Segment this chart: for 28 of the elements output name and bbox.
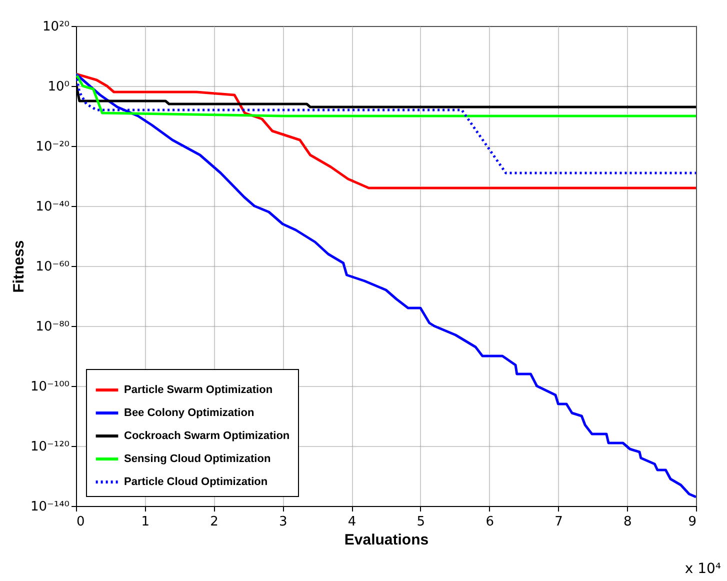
x-tick-label: 8 (623, 514, 632, 530)
x-tick-label: 1 (141, 514, 150, 530)
x-tick-label: 9 (688, 514, 696, 530)
legend-label: Cockroach Swarm Optimization (124, 430, 290, 442)
x-tick-label: 3 (279, 514, 288, 530)
y-tick-label: 10⁻²⁰ (36, 140, 70, 154)
y-tick-label: 10⁰ (48, 80, 70, 94)
x-tick-label: 2 (210, 514, 218, 530)
legend-label: Particle Swarm Optimization (124, 384, 273, 396)
y-tick-label: 10⁻¹⁴⁰ (30, 500, 70, 514)
text: x 10⁴ (684, 561, 721, 577)
y-tick-label: 10⁻¹⁰⁰ (30, 380, 70, 394)
legend-label: Sensing Cloud Optimization (124, 453, 271, 465)
x-tick-label: 4 (348, 514, 356, 530)
y-tick-label: 10⁻⁴⁰ (36, 200, 70, 214)
x-tick-label: 6 (486, 514, 494, 530)
x-tick-label: 7 (554, 514, 563, 530)
y-tick-label: 10⁻⁸⁰ (36, 320, 70, 334)
legend-label: Bee Colony Optimization (124, 407, 254, 419)
line-series (76, 72, 696, 118)
y-tick-label: 10²⁰ (42, 20, 70, 34)
y-tick-label: 10⁻⁶⁰ (36, 260, 70, 274)
legend-label: Particle Cloud Optimization (124, 476, 268, 488)
x-tick-label: 0 (76, 514, 85, 530)
y-tick-label: 10⁻¹²⁰ (30, 440, 70, 454)
y-axis-title: Fitness (10, 240, 28, 293)
x-axis-title: Evaluations (344, 532, 429, 548)
x-tick-label: 5 (416, 514, 426, 530)
